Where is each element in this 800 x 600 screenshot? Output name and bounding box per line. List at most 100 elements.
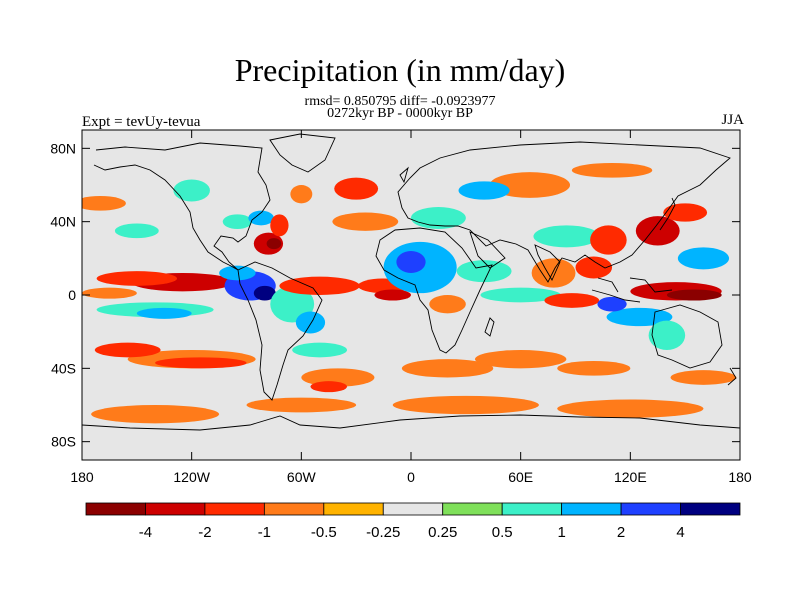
anomaly-region [677,247,730,270]
anomaly-region [531,258,576,288]
colorbar-label: -0.5 [311,524,337,541]
anomaly-region [474,350,567,369]
x-tick-label: 0 [407,469,415,485]
y-tick-label: 40S [51,360,76,376]
anomaly-region [663,203,708,222]
coastline-eurasia [397,141,731,283]
coastline-madagascar [484,317,495,337]
anomaly-region [597,296,627,312]
x-tick-label: 180 [728,469,752,485]
period-line: 0272kyr BP - 0000kyr BP [327,106,473,121]
coastline-new-zealand [727,367,737,386]
anomaly-region [544,293,600,308]
anomaly-region [332,212,399,231]
anomaly-region [575,256,613,279]
anomaly-region [94,342,161,358]
anomaly-region [635,216,680,246]
anomaly-region [606,307,673,327]
anomaly-region [295,311,326,334]
axis-labels: 180 120W 60W 0 60E 120E 180 80N 40N 0 40S 80S [50,140,752,485]
colorbar-swatch [561,502,622,516]
anomaly-region [458,181,510,200]
coastline-indonesia [591,277,673,303]
anomaly-region [533,225,600,248]
anomaly-region [334,177,379,200]
anomaly-region [648,320,686,351]
anomaly-region [557,361,631,376]
anomaly-region [96,271,178,286]
colorbar-label: -4 [139,524,152,541]
y-tick-label: 40N [50,214,76,230]
colorbar-swatch [85,502,146,516]
colorbar-label: 0.25 [428,524,457,541]
anomaly-region [290,185,313,204]
figure-title: Precipitation (in mm/day) [234,52,566,88]
colorbar-label: 0.5 [492,524,513,541]
colorbar-label: -2 [198,524,211,541]
colorbar-swatch [680,502,741,516]
colorbar-swatch [442,502,503,516]
anomaly-region [310,381,348,393]
colorbar-swatch [145,502,206,516]
anomaly-region [670,370,737,385]
anomaly-region [114,223,159,239]
experiment-label: Expt = tevUy-tevua [82,114,201,130]
anomaly-region [456,260,512,283]
anomaly-region [557,399,704,418]
anomaly-region [266,238,282,250]
coastline-africa [375,227,493,354]
anomaly-region [429,295,466,314]
anomaly-region [82,287,137,299]
coastline-arabia [469,231,506,269]
anomaly-region [136,307,192,319]
y-tick-label: 0 [68,287,76,303]
colorbar-swatch [323,502,384,516]
colorbar-swatch [382,502,444,516]
y-tick-label: 80N [50,140,76,156]
y-tick-label: 80S [51,434,76,450]
colorbar-swatch [204,502,265,516]
x-tick-label: 60W [287,469,317,485]
x-tick-label: 120W [173,469,210,485]
anomaly-region [279,276,360,296]
anomaly-region [401,359,494,378]
coastline-north-america [93,142,271,271]
season-label: JJA [721,112,744,128]
colorbar-label: 2 [617,524,625,541]
plot-area [81,129,741,461]
anomaly-region [91,405,220,424]
anomaly-region [489,172,571,198]
anomaly-region [270,214,289,237]
anomaly-region [374,289,411,301]
anomaly-region [82,196,126,211]
colorbar-swatch [263,502,325,516]
x-tick-label: 120E [614,469,647,485]
colorbar-label: -0.25 [366,524,400,541]
stats-line: rmsd= 0.850795 diff= -0.0923977 [304,94,496,109]
anomaly-region [392,395,539,415]
anomaly-region [253,285,276,301]
x-tick-label: 180 [70,469,94,485]
colorbar-label: 1 [557,524,565,541]
anomaly-region [173,179,210,202]
anomaly-region [248,210,274,226]
anomaly-region [222,214,252,230]
anomaly-region [219,265,256,281]
coastline-uk [399,166,409,184]
anomaly-region [246,397,357,413]
anomaly-region [571,163,653,178]
x-tick-label: 60E [508,469,533,485]
coastline-australia [651,304,723,369]
coastline-greenland [269,133,336,173]
coastlines [82,133,740,431]
anomaly-region [480,287,561,303]
colorbar-label: 4 [676,524,684,541]
colorbar: -4 -2 -1 -0.5 -0.25 0.25 0.5 1 2 4 [85,502,741,541]
coastline-south-america [237,261,323,401]
anomaly-region [396,251,426,273]
coastline-antarctica [82,414,740,431]
coastline-india [534,244,561,281]
colorbar-label: -1 [258,524,271,541]
anomaly-region [155,357,247,369]
